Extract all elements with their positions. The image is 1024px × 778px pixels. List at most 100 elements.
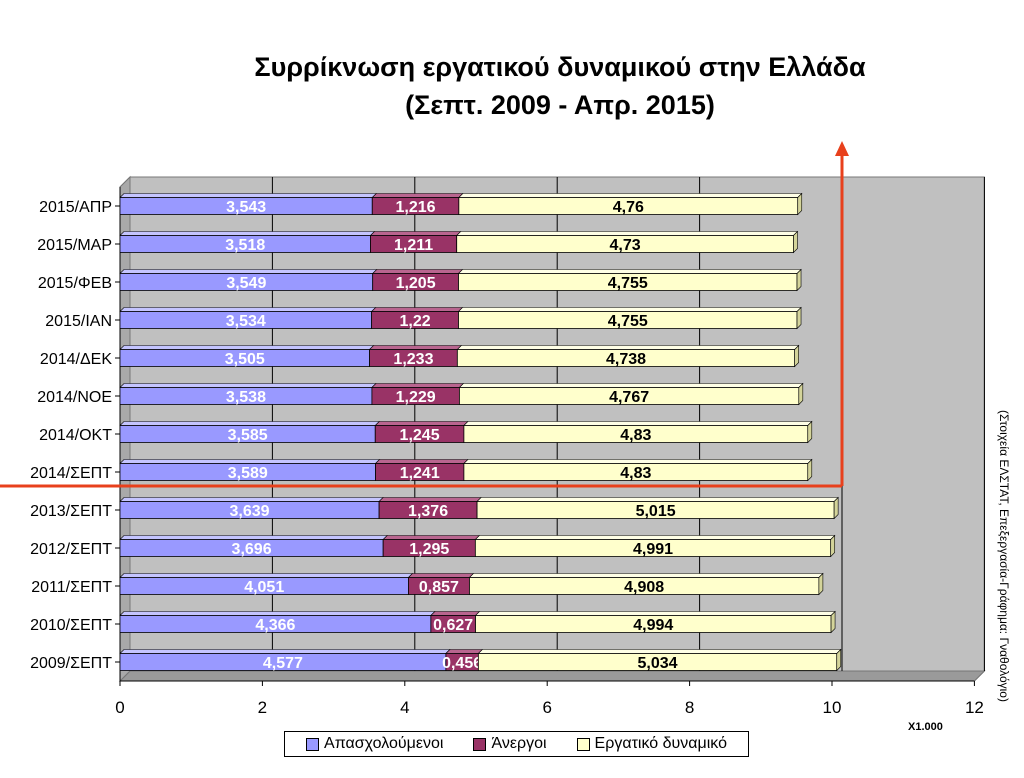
x-tick-label-2: 4 — [400, 698, 409, 717]
data-label-1-8: 1,233 — [393, 351, 433, 368]
x-tick-label-3: 6 — [542, 698, 551, 717]
bar-side-2-12 — [797, 192, 803, 216]
data-label-2-11: 4,73 — [610, 237, 641, 254]
bar-top-1-1 — [430, 611, 481, 616]
data-label-0-11: 3,518 — [225, 237, 265, 254]
bar-top-0-0 — [119, 649, 451, 654]
bar-top-1-4 — [378, 497, 482, 502]
y-tick-label-6: 2014/ΟΚΤ — [39, 427, 112, 444]
y-tick-label-5: 2014/ΣΕΠΤ — [30, 465, 112, 482]
data-label-2-7: 4,767 — [609, 389, 649, 406]
data-label-1-0: 0,456 — [442, 655, 482, 672]
data-label-0-9: 3,534 — [226, 313, 266, 330]
bar-top-1-9 — [370, 307, 464, 312]
bar-top-2-8 — [456, 345, 800, 350]
data-label-0-4: 3,639 — [230, 503, 270, 520]
y-tick-label-4: 2013/ΣΕΠΤ — [30, 503, 112, 520]
y-tick-label-9: 2015/ΙΑΝ — [45, 313, 112, 330]
bar-top-2-0 — [477, 649, 842, 654]
bar-top-0-12 — [119, 193, 377, 198]
legend-item-labor-force: Εργατικό δυναμικό — [576, 735, 727, 753]
data-label-0-1: 4,366 — [255, 617, 295, 634]
data-label-1-5: 1,241 — [400, 465, 440, 482]
data-label-1-7: 1,229 — [396, 389, 436, 406]
bar-top-1-5 — [374, 459, 469, 464]
data-label-0-8: 3,505 — [225, 351, 265, 368]
data-label-2-0: 5,034 — [638, 655, 678, 672]
y-tick-label-12: 2015/ΑΠΡ — [39, 199, 112, 216]
bar-top-2-4 — [476, 497, 839, 502]
bar-side-2-2 — [818, 572, 824, 596]
bar-side-2-10 — [796, 268, 802, 292]
legend-label-unemployed: Άνεργοι — [491, 735, 547, 752]
chart-title-line2: (Σεπτ. 2009 - Απρ. 2015) — [405, 90, 715, 120]
bar-side-2-1 — [830, 610, 836, 634]
data-label-0-12: 3,543 — [226, 199, 266, 216]
data-label-1-2: 0,857 — [419, 579, 459, 596]
bar-top-2-6 — [463, 421, 813, 426]
bar-side-2-5 — [807, 458, 813, 482]
legend-item-unemployed: Άνεργοι — [473, 735, 547, 753]
y-tick-label-10: 2015/ΦΕΒ — [38, 275, 112, 292]
data-label-1-12: 1,216 — [396, 199, 436, 216]
data-label-0-2: 4,051 — [244, 579, 284, 596]
bar-top-0-2 — [119, 573, 414, 578]
bar-top-1-0 — [445, 649, 484, 654]
data-label-1-4: 1,376 — [408, 503, 448, 520]
data-label-1-9: 1,22 — [399, 313, 430, 330]
bar-top-1-11 — [369, 231, 462, 236]
data-label-2-10: 4,755 — [608, 275, 648, 292]
data-label-0-5: 3,589 — [228, 465, 268, 482]
bar-side-2-4 — [833, 496, 839, 520]
bar-top-2-11 — [455, 231, 799, 236]
y-tick-label-3: 2012/ΣΕΠΤ — [30, 541, 112, 558]
bar-side-2-9 — [796, 306, 802, 330]
bar-top-0-8 — [119, 345, 375, 350]
bar-top-0-7 — [119, 383, 377, 388]
bar-top-1-8 — [368, 345, 463, 350]
data-label-2-8: 4,738 — [606, 351, 646, 368]
bar-top-2-9 — [457, 307, 802, 312]
bar-top-1-12 — [371, 193, 464, 198]
x-tick-label-1: 2 — [258, 698, 267, 717]
bar-top-1-10 — [371, 269, 464, 274]
legend-swatch-labor-force — [576, 737, 590, 751]
data-label-2-3: 4,991 — [633, 541, 673, 558]
bar-top-0-10 — [119, 269, 378, 274]
bar-side-2-8 — [794, 344, 799, 368]
bar-top-2-7 — [458, 383, 804, 388]
data-label-1-1: 0,627 — [433, 617, 473, 634]
bar-top-0-3 — [119, 535, 388, 540]
bar-top-1-6 — [374, 421, 469, 426]
bar-top-0-11 — [119, 231, 376, 236]
data-label-0-6: 3,585 — [228, 427, 268, 444]
bar-top-2-5 — [463, 459, 813, 464]
y-tick-label-1: 2010/ΣΕΠΤ — [30, 617, 112, 634]
data-label-0-3: 3,696 — [232, 541, 272, 558]
data-label-1-6: 1,245 — [400, 427, 440, 444]
data-label-2-6: 4,83 — [620, 427, 651, 444]
bar-top-2-2 — [468, 573, 824, 578]
legend-swatch-employed — [306, 737, 320, 751]
x-tick-label-4: 8 — [685, 698, 694, 717]
chart-title-line1: Συρρίκνωση εργατικού δυναμικού στην Ελλά… — [254, 52, 866, 82]
data-label-2-1: 4,994 — [633, 617, 673, 634]
y-tick-label-7: 2014/ΝΟΕ — [37, 389, 112, 406]
legend-label-labor-force: Εργατικό δυναμικό — [594, 735, 727, 752]
bar-side-2-11 — [793, 230, 798, 254]
bar-top-0-1 — [119, 611, 436, 616]
legend: Απασχολούμενοι Άνεργοι Εργατικό δυναμικό — [284, 731, 749, 757]
data-label-1-11: 1,211 — [394, 237, 433, 254]
y-tick-label-11: 2015/ΜΑΡ — [37, 237, 112, 254]
plot-floor — [118, 670, 986, 682]
bar-top-0-5 — [119, 459, 381, 464]
y-tick-label-0: 2009/ΣΕΠΤ — [30, 655, 112, 672]
data-label-0-7: 3,538 — [226, 389, 266, 406]
bar-top-1-3 — [382, 535, 481, 540]
bar-top-0-9 — [119, 307, 377, 312]
annotation-arrowhead — [835, 141, 849, 156]
data-label-0-0: 4,577 — [263, 655, 303, 672]
x-tick-label-6: 12 — [965, 698, 984, 717]
source-note: (Στοιχεία ΕΛΣΤΑΤ, Επεξεργασία-Γράφημα: Γ… — [997, 410, 1011, 702]
